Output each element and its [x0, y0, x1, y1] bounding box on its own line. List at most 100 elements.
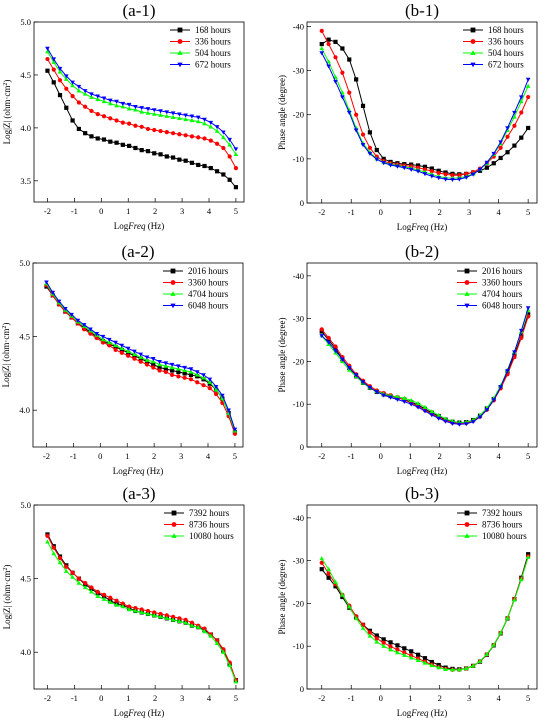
- data-point: [402, 650, 407, 655]
- data-point: [145, 149, 151, 154]
- data-point: [183, 113, 188, 118]
- y-axis-label-main: Log|Z| (ohm·cm: [2, 86, 12, 145]
- data-point: [114, 99, 119, 104]
- x-tick-label: 0: [379, 451, 383, 461]
- legend-label: 3360 hours: [482, 278, 523, 288]
- x-tick-label: 1: [126, 693, 130, 703]
- data-point: [57, 555, 63, 561]
- data-point: [214, 125, 220, 130]
- data-point: [381, 156, 386, 161]
- data-point: [388, 647, 393, 652]
- y-axis-label-sup: 2: [3, 568, 9, 571]
- data-point: [158, 112, 163, 117]
- data-point: [463, 666, 469, 671]
- data-point: [484, 160, 490, 165]
- data-point: [457, 422, 462, 427]
- data-point: [512, 123, 517, 128]
- data-point: [213, 387, 219, 392]
- data-point: [89, 94, 94, 99]
- data-point: [183, 620, 188, 625]
- y-tick-label: 5.0: [20, 500, 31, 510]
- data-point: [63, 76, 69, 81]
- data-point: [51, 80, 56, 85]
- data-point: [83, 580, 88, 586]
- data-point: [125, 348, 131, 353]
- data-point: [367, 633, 373, 638]
- data-point: [120, 104, 126, 109]
- data-point: [429, 169, 434, 174]
- x-tick-label: 5: [234, 206, 238, 216]
- data-point: [354, 112, 359, 117]
- data-point: [470, 663, 476, 668]
- x-tick-label: 2: [438, 693, 442, 703]
- data-point: [484, 408, 490, 413]
- data-point: [477, 658, 483, 663]
- series-168-hours: [319, 37, 531, 177]
- data-point: [138, 354, 144, 359]
- data-point: [145, 126, 151, 132]
- data-point: [144, 355, 150, 360]
- legend-label: 7392 hours: [482, 508, 523, 518]
- legend-marker: [171, 522, 177, 527]
- panel-title: (b-1): [405, 1, 439, 20]
- data-point: [422, 656, 428, 661]
- data-point: [133, 145, 138, 151]
- data-point: [207, 386, 212, 391]
- data-point: [57, 559, 63, 565]
- data-point: [133, 107, 138, 112]
- series-line: [47, 534, 237, 681]
- data-point: [139, 607, 144, 612]
- y-tick-label: -10: [293, 154, 304, 164]
- plot-frame: [306, 262, 538, 448]
- data-point: [333, 579, 338, 584]
- data-point: [138, 352, 144, 357]
- data-point: [408, 402, 414, 407]
- data-point: [512, 352, 517, 358]
- x-tick-label: 4: [497, 693, 502, 703]
- x-axis-label: LogFreq (Hz): [397, 222, 447, 232]
- x-tick-label: -1: [348, 451, 355, 461]
- data-point: [463, 422, 469, 427]
- data-point: [139, 124, 144, 129]
- data-point: [208, 633, 214, 638]
- data-point: [44, 280, 49, 285]
- data-point: [45, 68, 50, 73]
- data-point: [194, 372, 200, 377]
- x-axis-label: LogFreq (Hz): [397, 708, 447, 718]
- data-point: [139, 610, 145, 615]
- data-point: [151, 362, 156, 367]
- data-point: [214, 640, 220, 646]
- data-point: [443, 419, 448, 424]
- data-point: [360, 143, 366, 148]
- data-point: [333, 346, 338, 351]
- data-point: [170, 372, 175, 377]
- data-point: [208, 124, 214, 129]
- data-point: [326, 340, 331, 345]
- panel-title: (a-3): [122, 484, 155, 503]
- x-tick-label: 0: [379, 207, 383, 217]
- legend-label: 10080 hours: [482, 531, 527, 541]
- data-point: [491, 398, 497, 403]
- data-point: [374, 636, 379, 641]
- data-point: [127, 604, 132, 609]
- x-tick-label: -2: [318, 451, 325, 461]
- data-point: [381, 643, 386, 648]
- legend-label: 672 hours: [488, 60, 524, 70]
- data-point: [101, 596, 107, 601]
- y-axis-label-end: ): [2, 80, 12, 83]
- data-point: [374, 633, 379, 638]
- data-point: [45, 533, 50, 539]
- data-point: [188, 369, 194, 374]
- data-point: [326, 59, 331, 64]
- x-tick-label: 4: [207, 206, 212, 216]
- data-point: [353, 128, 359, 133]
- y-axis-label-end: ): [2, 565, 12, 568]
- data-point: [526, 312, 531, 317]
- data-point: [395, 397, 400, 402]
- y-tick-label: 5.0: [19, 258, 30, 268]
- data-point: [227, 142, 232, 147]
- data-point: [133, 123, 138, 128]
